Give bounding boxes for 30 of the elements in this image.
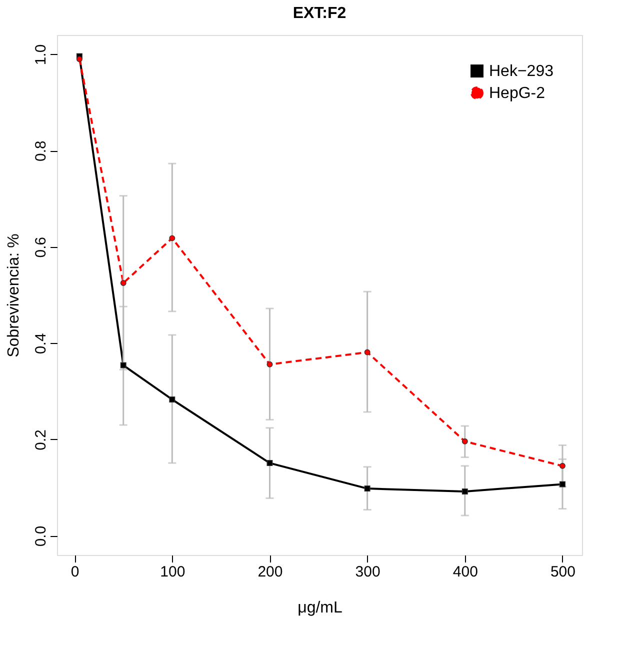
x-tick-label: 400 — [452, 564, 478, 580]
x-axis-title: μg/mL — [298, 600, 342, 616]
point — [364, 349, 370, 356]
point — [559, 481, 566, 488]
point — [462, 488, 468, 494]
point — [120, 280, 126, 286]
point — [559, 462, 566, 469]
y-tick-label: 0.4 — [32, 333, 50, 354]
y-axis-title: Sobrevivencia: % — [6, 234, 22, 358]
point — [120, 362, 126, 368]
x-tick-label: 200 — [258, 564, 283, 580]
legend-label: HepG-2 — [489, 85, 546, 102]
point — [266, 460, 273, 466]
y-tick-label: 0.0 — [32, 526, 50, 547]
x-tick-label: 100 — [160, 564, 186, 580]
y-tick-label: 1.0 — [32, 44, 50, 66]
x-tick-label: 300 — [355, 564, 380, 580]
point — [462, 438, 468, 444]
point — [76, 56, 82, 62]
point — [364, 486, 370, 492]
chart-title: EXT:F2 — [292, 5, 346, 22]
x-tick-label: 0 — [70, 564, 80, 580]
point — [169, 396, 176, 402]
y-tick-label: 0.2 — [32, 430, 50, 450]
y-tick-label: 0.8 — [32, 140, 50, 162]
point — [169, 235, 176, 242]
x-tick-label: 500 — [550, 564, 576, 580]
point — [266, 361, 273, 368]
y-tick-label: 0.6 — [32, 236, 50, 258]
legend-label: Hek−293 — [489, 63, 554, 80]
